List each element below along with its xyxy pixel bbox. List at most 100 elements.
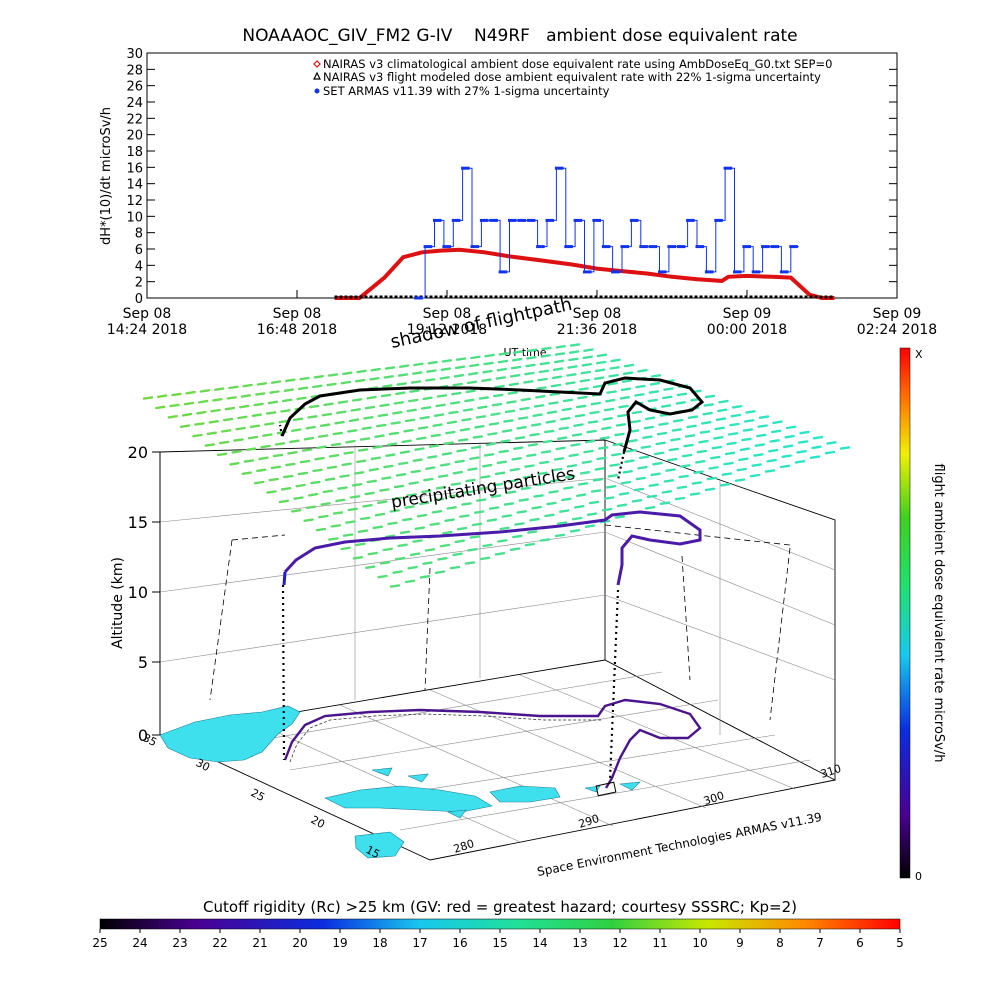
particle-mark [389, 584, 401, 588]
particle-mark [608, 373, 619, 378]
particle-mark [683, 443, 694, 448]
data-point [548, 218, 552, 222]
particle-mark [495, 376, 506, 380]
particle-mark [444, 518, 455, 522]
particle-mark [560, 416, 571, 421]
particle-mark [501, 514, 512, 518]
particle-mark [650, 472, 661, 477]
particle-mark [668, 447, 679, 452]
particle-mark [258, 456, 269, 461]
particle-mark [594, 376, 605, 380]
data-point [569, 245, 573, 249]
data-point [667, 245, 671, 249]
data-point [733, 270, 736, 274]
particle-mark [522, 475, 533, 479]
data-point [494, 218, 498, 222]
data-point [592, 218, 596, 222]
particle-mark [565, 381, 576, 385]
particle-mark [409, 552, 421, 557]
particle-mark [237, 415, 248, 420]
z-tick-label: 10 [128, 583, 148, 602]
particle-mark [446, 506, 457, 510]
legend-entry-nairas-climatological: NAIRAS v3 climatological ambient dose eq… [313, 57, 832, 71]
particle-mark [422, 396, 433, 401]
particle-mark [569, 343, 581, 347]
particle-mark [435, 485, 447, 490]
data-point [639, 245, 643, 249]
particle-mark [256, 382, 268, 386]
data-point [785, 270, 789, 274]
data-point [635, 218, 639, 222]
particle-mark [421, 489, 432, 494]
floor-grid [219, 671, 811, 843]
x-tick-label-date: Sep 08 [573, 306, 622, 322]
particle-mark [332, 431, 343, 436]
particle-mark [392, 570, 403, 574]
particle-mark [701, 421, 712, 425]
particle-mark [544, 513, 555, 518]
data-point [482, 218, 486, 222]
particle-mark [506, 400, 517, 404]
data-point [551, 218, 555, 222]
particle-mark [718, 399, 729, 404]
x-tick-label-time: 02:24 2018 [857, 322, 937, 338]
particle-mark [224, 406, 236, 411]
particle-mark [524, 464, 535, 468]
particle-mark [812, 435, 824, 440]
particle-mark [631, 499, 643, 503]
particle-mark [393, 484, 405, 489]
data-point [792, 245, 795, 249]
particle-mark [364, 405, 376, 410]
z-tick-label: 5 [138, 653, 148, 672]
z-tick-label: 20 [128, 443, 148, 462]
particle-mark [472, 435, 483, 439]
z-tick-label: 0 [138, 726, 148, 745]
particle-mark [486, 518, 498, 522]
particle-mark [197, 399, 209, 404]
particle-mark [482, 463, 493, 468]
particle-mark [222, 417, 234, 422]
rate-colorbar-label: flight ambient dose equivalent rate micr… [931, 464, 946, 763]
particle-mark [452, 552, 463, 557]
particle-mark [477, 405, 488, 410]
data-point [701, 245, 705, 249]
particle-mark [768, 448, 779, 453]
particle-mark [352, 398, 363, 402]
particle-mark [464, 561, 476, 565]
particle-mark [631, 410, 643, 415]
data-point [435, 218, 439, 222]
particle-mark [533, 404, 545, 408]
particle-mark [480, 475, 491, 479]
shadow-flightpath [280, 376, 705, 453]
particle-mark [471, 522, 483, 527]
particle-mark [383, 464, 394, 469]
particle-mark [661, 490, 673, 494]
particle-mark [573, 423, 584, 427]
particle-mark [469, 363, 480, 368]
triangle-marker-icon [313, 71, 321, 80]
particle-mark [535, 482, 546, 487]
particle-mark [555, 446, 566, 451]
data-point [579, 218, 583, 222]
x-tick-label-time: 19:12 2018 [407, 322, 487, 338]
particle-mark [548, 490, 559, 494]
data-point [757, 270, 761, 274]
data-point [686, 218, 690, 222]
particle-mark [321, 412, 333, 417]
data-point [492, 218, 496, 222]
y-tick-label: 6 [135, 243, 143, 258]
data-point [473, 245, 477, 249]
particle-mark [330, 442, 342, 447]
particle-mark [563, 486, 574, 490]
particle-mark [324, 477, 336, 482]
x-tick-label-date: Sep 09 [873, 306, 922, 322]
particle-mark [510, 365, 522, 370]
particle-mark [289, 439, 300, 444]
particle-mark [526, 356, 537, 360]
particle-mark [594, 467, 605, 471]
particle-mark [577, 482, 589, 486]
particle-mark [213, 387, 225, 391]
particle-mark [469, 456, 480, 460]
floor-flight-track [283, 698, 702, 789]
particle-mark [781, 454, 792, 458]
